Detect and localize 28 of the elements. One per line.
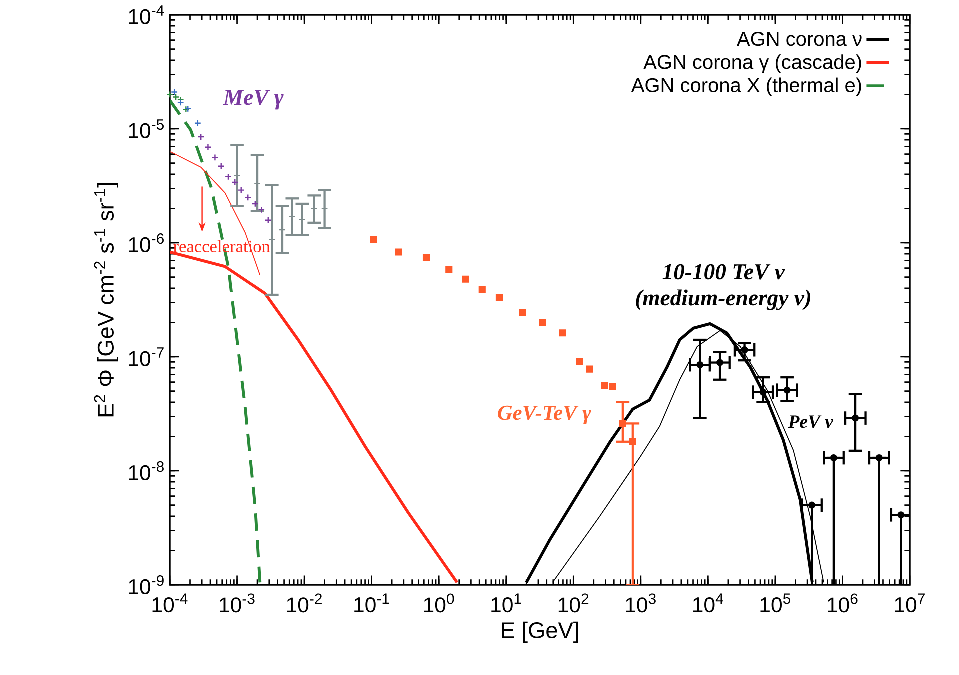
annotation: PeV ν: [788, 416, 834, 428]
x-tick-label: 10$^{3}$: [626, 594, 656, 613]
y-tick-label: 10$^{-6}$: [129, 234, 164, 253]
x-tick-label: 10$^{-1}$: [354, 594, 390, 613]
x-tick-label: 10$^{-3}$: [220, 594, 255, 613]
annotation: 10-100 TeV ν: [662, 264, 786, 280]
y-tick-label: 10$^{-4}$: [129, 6, 164, 24]
x-axis-title: E [GeV]: [502, 622, 578, 644]
y-tick-label: 10$^{-9}$: [129, 576, 164, 595]
y-tick-label: 10$^{-5}$: [129, 120, 164, 138]
legend-label: AGN corona X (thermal e): [631, 78, 862, 96]
x-tick-label: 10$^{-2}$: [287, 594, 322, 613]
x-tick-label: 10$^{4}$: [693, 594, 724, 613]
y-tick-label: 10$^{-7}$: [129, 348, 164, 366]
x-tick-label: 10$^{0}$: [424, 594, 454, 613]
x-tick-label: 10$^{7}$: [895, 594, 925, 613]
annotation: (medium-energy ν): [636, 290, 811, 310]
annotation: GeV-TeV γ: [498, 406, 592, 424]
legend-label: AGN corona γ (cascade): [644, 54, 862, 74]
x-tick-label: 10$^{5}$: [760, 594, 791, 613]
annotation: MeV γ: [223, 90, 284, 110]
x-tick-label: 10$^{6}$: [828, 594, 858, 613]
y-tick-label: 10$^{-8}$: [129, 462, 164, 481]
legend-label: AGN corona ν: [737, 32, 862, 46]
x-tick-label: 10$^{1}$: [492, 594, 522, 613]
x-tick-label: 10$^{-4}$: [152, 594, 188, 613]
text: E$^{2}$ Φ [GeV cm$^{-2}$ s$^{-1}$ sr$^{-1}$]: [94, 183, 118, 417]
x-tick-label: 10$^{2}$: [558, 594, 589, 613]
